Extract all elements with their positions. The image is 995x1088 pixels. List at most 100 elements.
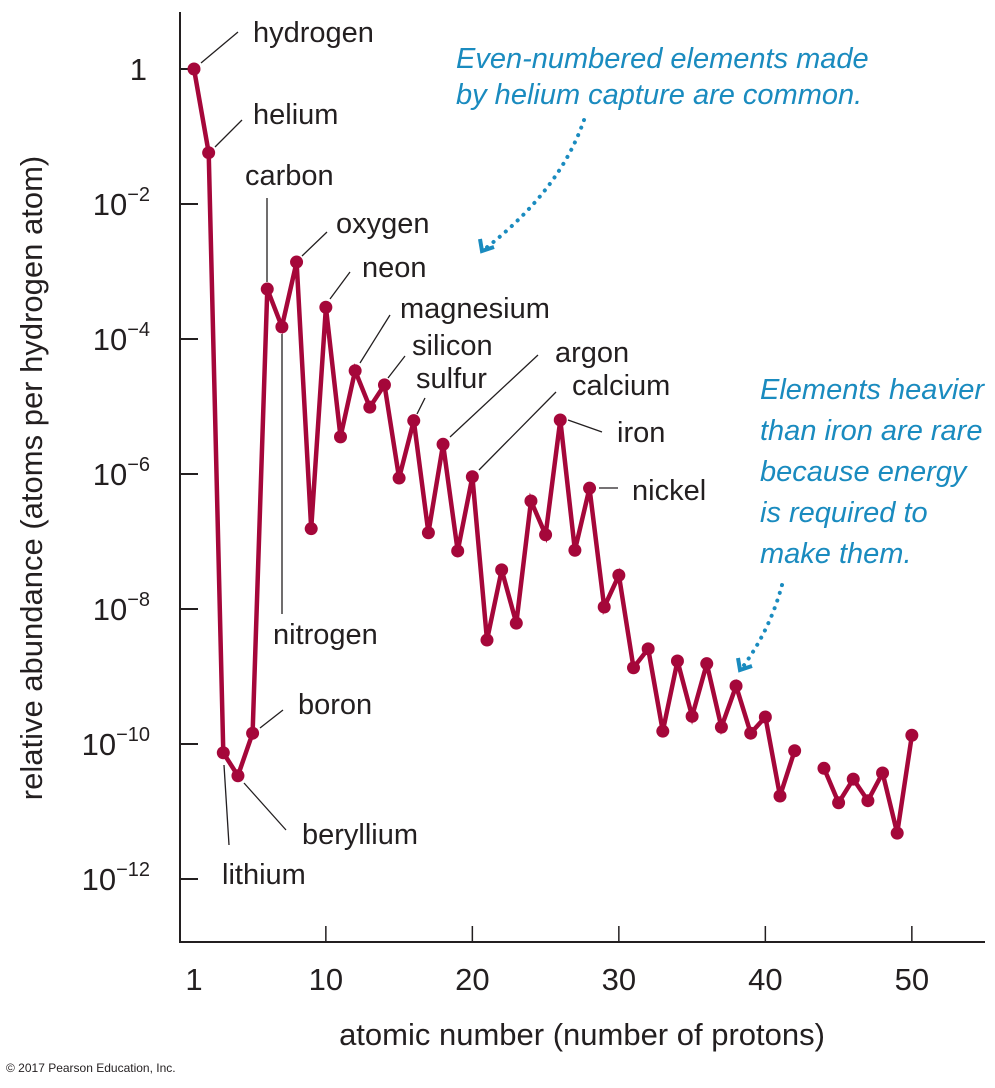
element-label-magnesium: magnesium	[400, 293, 550, 325]
y-tick-label: 10−2	[93, 184, 150, 222]
leader-line	[301, 231, 328, 257]
data-point	[876, 766, 890, 780]
data-point	[290, 255, 304, 269]
leader-line	[329, 271, 351, 300]
data-point	[788, 744, 802, 758]
y-ticks: 1 10−2 10−4 10−6 10−8 10−10 10−12	[82, 52, 198, 897]
data-point	[260, 282, 274, 296]
data-point	[465, 470, 479, 484]
data-point	[656, 724, 670, 738]
data-point	[905, 728, 919, 742]
data-point	[627, 661, 640, 675]
data-point	[246, 726, 260, 740]
data-point	[846, 772, 860, 786]
data-point	[509, 616, 523, 630]
copyright-text: © 2017 Pearson Education, Inc.	[6, 1061, 176, 1075]
element-label-helium: helium	[253, 99, 338, 131]
leader-line	[214, 119, 243, 148]
element-label-neon: neon	[362, 252, 427, 284]
leader-line	[416, 397, 426, 415]
data-point	[363, 400, 377, 414]
leader-line	[243, 782, 287, 831]
y-axis-label: relative abundance (atoms per hydrogen a…	[14, 156, 49, 800]
data-point	[304, 522, 318, 536]
element-label-calcium: calcium	[572, 370, 670, 402]
data-point	[641, 642, 655, 656]
element-label-nickel: nickel	[632, 475, 706, 507]
data-point	[187, 62, 201, 76]
leader-line	[449, 354, 539, 438]
leader-line	[200, 31, 239, 64]
data-point	[744, 726, 758, 740]
data-point	[407, 414, 421, 428]
leader-line	[259, 709, 284, 729]
leader-line	[478, 391, 557, 471]
data-point	[202, 146, 216, 160]
leader-line	[223, 764, 230, 846]
y-tick-label: 10−8	[93, 589, 150, 627]
data-point	[890, 826, 904, 840]
data-line	[821, 734, 915, 834]
y-axis-title: relative abundance (atoms per hydrogen a…	[14, 156, 49, 800]
element-label-sulfur: sulfur	[416, 363, 487, 395]
data-series	[187, 62, 919, 840]
data-point	[539, 528, 553, 542]
element-label-lithium: lithium	[222, 859, 306, 891]
data-point	[861, 794, 875, 808]
x-ticks: 1 10 20 30 40 50	[185, 926, 929, 997]
leader-lines	[200, 31, 618, 846]
element-label-boron: boron	[298, 689, 372, 721]
y-tick-label: 1	[130, 52, 147, 87]
y-tick-label: 10−6	[93, 454, 150, 492]
annotations: Even-numbered elements made by helium cap…	[456, 43, 985, 673]
x-tick-label: 20	[455, 962, 489, 997]
data-point	[583, 481, 597, 495]
x-axis-title: atomic number (number of protons)	[339, 1017, 825, 1052]
data-point	[597, 600, 611, 614]
element-label-iron: iron	[617, 417, 665, 449]
x-tick-label: 10	[309, 962, 343, 997]
element-label-argon: argon	[555, 337, 629, 369]
data-point	[553, 413, 567, 427]
data-point	[231, 769, 245, 783]
element-label-hydrogen: hydrogen	[253, 17, 374, 49]
data-point	[685, 709, 699, 723]
data-point	[568, 543, 582, 557]
data-point	[421, 526, 435, 540]
x-tick-label: 30	[602, 962, 636, 997]
leader-line	[359, 314, 391, 364]
dotted-arrow	[740, 583, 784, 670]
element-label-beryllium: beryllium	[302, 819, 418, 851]
data-point	[275, 320, 289, 334]
data-point	[348, 364, 362, 378]
data-line	[191, 68, 797, 797]
data-point	[670, 654, 684, 668]
arrowhead-icon	[736, 657, 753, 673]
data-point	[377, 378, 391, 392]
data-point	[758, 710, 772, 724]
data-point	[436, 437, 450, 451]
y-tick-label: 10−4	[93, 319, 150, 357]
element-label-oxygen: oxygen	[336, 208, 430, 240]
element-label-carbon: carbon	[245, 160, 334, 192]
data-point	[832, 796, 846, 810]
data-point	[700, 657, 714, 671]
x-tick-label: 1	[185, 962, 202, 997]
y-tick-label: 10−10	[82, 724, 150, 762]
leader-line	[567, 419, 603, 433]
arrowhead-icon	[478, 238, 495, 254]
data-point	[480, 633, 494, 647]
element-label-nitrogen: nitrogen	[273, 619, 378, 651]
data-point	[319, 300, 333, 314]
data-point	[495, 563, 509, 577]
data-point	[714, 720, 728, 734]
data-point	[334, 430, 347, 444]
dotted-arrow	[484, 118, 586, 250]
element-label-silicon: silicon	[412, 330, 493, 362]
data-point	[392, 471, 406, 485]
y-tick-label: 10−12	[82, 859, 150, 897]
x-tick-label: 40	[748, 962, 782, 997]
leader-line	[387, 355, 406, 379]
data-point	[451, 544, 465, 558]
